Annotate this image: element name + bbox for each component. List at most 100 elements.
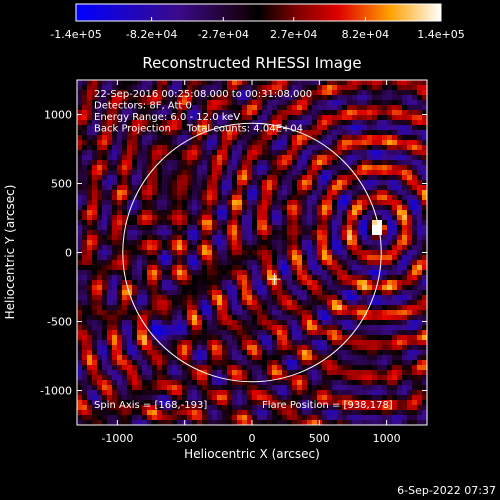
heatmap-cell bbox=[317, 265, 323, 271]
heatmap-cell bbox=[412, 415, 418, 421]
heatmap-cell bbox=[412, 175, 418, 181]
heatmap-cell bbox=[402, 285, 408, 291]
heatmap-cell bbox=[117, 90, 123, 96]
heatmap-cell bbox=[117, 290, 123, 296]
heatmap-cell bbox=[412, 100, 418, 106]
heatmap-cell bbox=[272, 210, 278, 216]
heatmap-cell bbox=[77, 400, 83, 406]
heatmap-cell bbox=[247, 225, 253, 231]
heatmap-cell bbox=[342, 250, 348, 256]
heatmap-cell bbox=[277, 335, 283, 341]
heatmap-cell bbox=[382, 205, 388, 211]
heatmap-cell bbox=[372, 325, 378, 331]
heatmap-cell bbox=[362, 250, 368, 256]
heatmap-cell bbox=[332, 340, 338, 346]
heatmap-cell bbox=[87, 220, 93, 226]
heatmap-cell bbox=[187, 180, 193, 186]
heatmap-cell bbox=[157, 170, 163, 176]
heatmap-cell bbox=[107, 190, 113, 196]
heatmap-cell bbox=[197, 315, 203, 321]
heatmap-cell bbox=[192, 165, 198, 171]
heatmap-cell bbox=[312, 285, 318, 291]
heatmap-cell bbox=[112, 195, 118, 201]
heatmap-cell bbox=[197, 365, 203, 371]
heatmap-cell bbox=[322, 200, 328, 206]
heatmap-cell bbox=[187, 355, 193, 361]
heatmap-cell bbox=[247, 170, 253, 176]
heatmap-cell bbox=[372, 180, 378, 186]
heatmap-cell bbox=[232, 130, 238, 136]
heatmap-cell bbox=[327, 380, 333, 386]
heatmap-cell bbox=[402, 185, 408, 191]
heatmap-cell bbox=[267, 280, 273, 286]
heatmap-cell bbox=[112, 290, 118, 296]
heatmap-cell bbox=[317, 370, 323, 376]
heatmap-cell bbox=[207, 360, 213, 366]
heatmap-cell bbox=[242, 105, 248, 111]
heatmap-cell bbox=[307, 140, 313, 146]
heatmap-cell bbox=[222, 270, 228, 276]
heatmap-cell bbox=[252, 385, 258, 391]
heatmap-cell bbox=[252, 300, 258, 306]
heatmap-cell bbox=[157, 320, 163, 326]
heatmap-cell bbox=[197, 405, 203, 411]
heatmap-cell bbox=[172, 400, 178, 406]
heatmap-cell bbox=[167, 90, 173, 96]
heatmap-cell bbox=[377, 265, 383, 271]
heatmap-cell bbox=[377, 180, 383, 186]
heatmap-cell bbox=[212, 180, 218, 186]
heatmap-cell bbox=[222, 400, 228, 406]
heatmap-cell bbox=[212, 370, 218, 376]
heatmap-cell bbox=[247, 375, 253, 381]
heatmap-cell bbox=[242, 320, 248, 326]
heatmap-cell bbox=[232, 155, 238, 161]
heatmap-cell bbox=[147, 345, 153, 351]
heatmap-cell bbox=[167, 130, 173, 136]
heatmap-cell bbox=[332, 195, 338, 201]
heatmap-cell bbox=[392, 325, 398, 331]
heatmap-cell bbox=[422, 205, 427, 211]
heatmap-cell bbox=[147, 275, 153, 281]
heatmap-cell bbox=[172, 385, 178, 391]
heatmap-cell bbox=[197, 115, 203, 121]
heatmap-cell bbox=[272, 390, 278, 396]
heatmap-cell bbox=[312, 115, 318, 121]
heatmap-cell bbox=[272, 200, 278, 206]
heatmap-cell bbox=[132, 175, 138, 181]
heatmap-cell bbox=[387, 245, 393, 251]
heatmap-cell bbox=[252, 230, 258, 236]
heatmap-cell bbox=[287, 105, 293, 111]
heatmap-cell bbox=[337, 195, 343, 201]
heatmap-cell bbox=[187, 310, 193, 316]
heatmap-cell bbox=[102, 145, 108, 151]
heatmap-cell bbox=[387, 375, 393, 381]
heatmap-cell bbox=[377, 275, 383, 281]
heatmap-cell bbox=[302, 375, 308, 381]
heatmap-cell bbox=[202, 145, 208, 151]
heatmap-cell bbox=[112, 180, 118, 186]
heatmap-cell bbox=[362, 85, 368, 91]
heatmap-cell bbox=[177, 285, 183, 291]
heatmap-cell bbox=[212, 205, 218, 211]
heatmap-cell bbox=[337, 405, 343, 411]
heatmap-cell bbox=[142, 120, 148, 126]
heatmap-cell bbox=[282, 265, 288, 271]
heatmap-cell bbox=[232, 115, 238, 121]
heatmap-cell bbox=[402, 85, 408, 91]
heatmap-cell bbox=[367, 135, 373, 141]
y-tick-label: -1000 bbox=[40, 385, 72, 398]
heatmap-cell bbox=[337, 90, 343, 96]
heatmap-cell bbox=[297, 150, 303, 156]
heatmap-cell bbox=[297, 350, 303, 356]
heatmap-cell bbox=[137, 385, 143, 391]
heatmap-cell bbox=[107, 95, 113, 101]
heatmap-cell bbox=[127, 140, 133, 146]
heatmap-cell bbox=[137, 390, 143, 396]
heatmap-cell bbox=[367, 360, 373, 366]
heatmap-cell bbox=[337, 220, 343, 226]
heatmap-cell bbox=[242, 300, 248, 306]
heatmap-cell bbox=[287, 350, 293, 356]
heatmap-cell bbox=[267, 325, 273, 331]
heatmap-cell bbox=[197, 250, 203, 256]
heatmap-cell bbox=[192, 180, 198, 186]
